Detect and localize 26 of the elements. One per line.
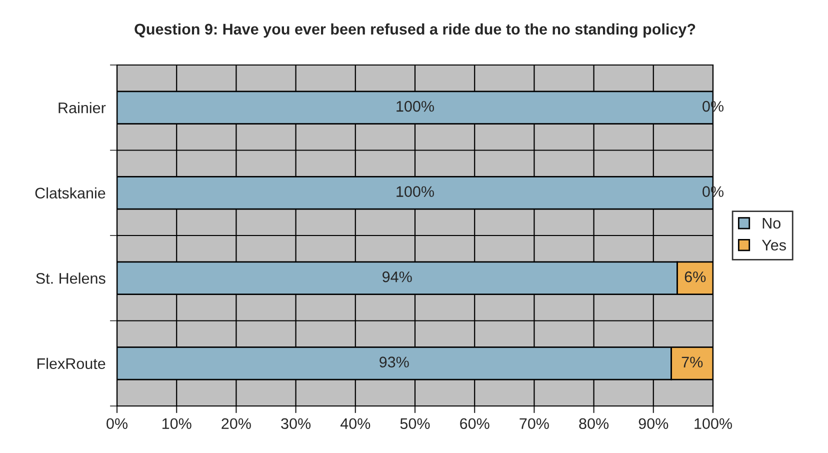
chart-title: Question 9: Have you ever been refused a ride due to the no standing policy?	[134, 23, 696, 38]
x-tick-label: 90%	[638, 418, 668, 430]
x-tick-label: 60%	[460, 418, 490, 430]
y-tick-label: Clatskanie	[35, 187, 106, 199]
legend-label: Yes	[762, 240, 786, 251]
legend-label: No	[762, 218, 780, 229]
data-label: 0%	[702, 186, 724, 197]
y-tick-label: FlexRoute	[38, 358, 106, 370]
data-label: 7%	[682, 356, 703, 368]
data-label: 94%	[382, 271, 412, 282]
x-tick-label: 80%	[579, 418, 609, 430]
x-tick-label: 0%	[106, 418, 128, 430]
x-tick-label: 100%	[694, 418, 732, 430]
data-label: 0%	[702, 100, 724, 112]
x-tick-label: 20%	[222, 418, 251, 430]
y-tick-label: St. Helens	[36, 272, 106, 284]
x-tick-label: 70%	[520, 418, 549, 430]
data-label: 93%	[380, 356, 409, 368]
x-tick-label: 40%	[340, 418, 370, 430]
x-tick-label: 30%	[281, 418, 311, 430]
y-tick-label: Rainier	[58, 102, 106, 114]
x-tick-label: 10%	[162, 418, 192, 430]
data-label: 100%	[396, 100, 434, 112]
data-label: 6%	[684, 271, 706, 282]
x-tick-label: 50%	[400, 418, 430, 430]
data-label: 100%	[396, 186, 434, 197]
